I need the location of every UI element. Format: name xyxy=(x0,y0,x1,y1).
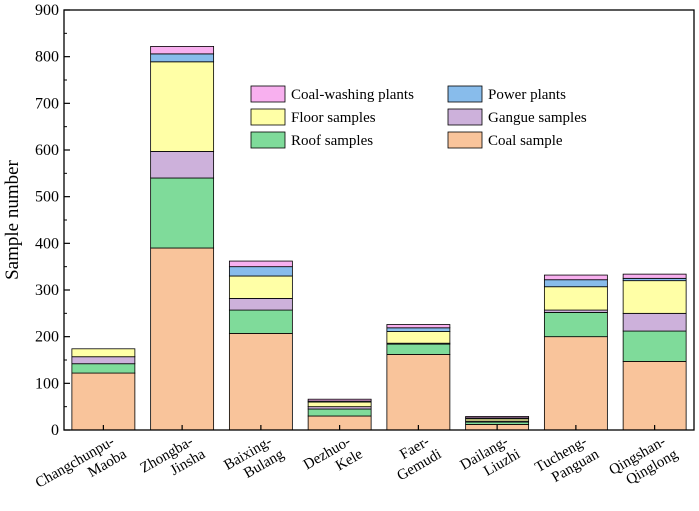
bar-segment-coal-washing-plants-1 xyxy=(150,46,215,55)
x-category-label: Dailang-Liuzhi xyxy=(458,432,523,489)
y-axis-title: Sample number xyxy=(2,159,23,279)
y-tick-label: 600 xyxy=(35,142,59,159)
legend-label: Coal sample xyxy=(488,133,563,149)
y-tick-label: 300 xyxy=(35,282,59,299)
bar-segment-coal-sample-0 xyxy=(71,372,136,431)
legend-swatch xyxy=(250,131,286,149)
legend-label: Floor samples xyxy=(291,110,376,126)
bar-segment-power-plants-4 xyxy=(386,327,451,332)
bar-segment-roof-samples-6 xyxy=(543,311,608,338)
bar-segment-coal-washing-plants-4 xyxy=(386,324,451,329)
bar-segment-coal-sample-4 xyxy=(386,353,451,431)
bar-segment-coal-washing-plants-5 xyxy=(465,416,530,419)
bar-segment-roof-samples-0 xyxy=(71,363,136,374)
legend-swatch xyxy=(250,85,286,103)
bar-segment-roof-samples-4 xyxy=(386,343,451,355)
bar-segment-coal-sample-6 xyxy=(543,336,608,431)
legend-label: Roof samples xyxy=(291,133,373,149)
legend-label: Coal-washing plants xyxy=(291,87,414,103)
x-category-label: Dezhuo-Kele xyxy=(301,431,366,488)
y-tick-label: 100 xyxy=(35,375,59,392)
y-tick-label: 800 xyxy=(35,49,59,66)
legend-swatch xyxy=(447,131,483,149)
bar-segment-floor-samples-6 xyxy=(543,286,608,311)
y-tick-label: 900 xyxy=(35,2,59,19)
bar-segment-gangue-samples-2 xyxy=(228,297,293,311)
bar-segment-roof-samples-1 xyxy=(150,177,215,249)
y-tick-label: 200 xyxy=(35,329,59,346)
y-tick-label: 0 xyxy=(51,422,59,439)
bar-segment-coal-sample-7 xyxy=(622,360,687,431)
bar-segment-gangue-samples-0 xyxy=(71,356,136,365)
legend-label: Gangue samples xyxy=(488,110,587,126)
bar-segment-coal-sample-2 xyxy=(228,332,293,431)
y-tick-label: 500 xyxy=(35,189,59,206)
bar-segment-floor-samples-1 xyxy=(150,61,215,152)
legend-swatch xyxy=(447,108,483,126)
bar-segment-coal-washing-plants-2 xyxy=(228,260,293,268)
x-category-label: Qingshan-Qinglong xyxy=(606,431,681,493)
y-tick-label: 400 xyxy=(35,235,59,252)
legend-swatch xyxy=(250,108,286,126)
bar-segment-roof-samples-7 xyxy=(622,330,687,362)
x-category-label: Faer-Gemudi xyxy=(386,432,444,485)
bar-segment-power-plants-2 xyxy=(228,266,293,277)
bar-segment-gangue-samples-7 xyxy=(622,312,687,332)
bar-segment-power-plants-6 xyxy=(543,279,608,288)
x-category-label: Changchunpu-Maoba xyxy=(33,431,130,506)
x-category-label: Baixing-Bulang xyxy=(221,431,287,488)
bar-segment-floor-samples-7 xyxy=(622,280,687,314)
bar-segment-floor-samples-2 xyxy=(228,275,293,299)
bar-segment-gangue-samples-1 xyxy=(150,150,215,179)
bar-segment-floor-samples-3 xyxy=(307,401,372,408)
bar-segment-power-plants-1 xyxy=(150,53,215,63)
bar-segment-coal-sample-1 xyxy=(150,247,215,431)
bar-segment-roof-samples-3 xyxy=(307,408,372,417)
bar-segment-coal-washing-plants-3 xyxy=(307,398,372,402)
bar-segment-floor-samples-0 xyxy=(71,348,136,358)
legend-swatch xyxy=(447,85,483,103)
legend-label: Power plants xyxy=(488,87,566,103)
x-category-label: Zhongba-Jinsha xyxy=(138,431,209,491)
bars-group xyxy=(71,46,687,431)
bar-segment-coal-washing-plants-6 xyxy=(543,274,608,281)
x-category-label: Tucheng-Panguan xyxy=(533,431,603,490)
legend: Coal-washing plants Power plants Floor sam… xyxy=(250,85,587,149)
bar-segment-coal-washing-plants-7 xyxy=(622,273,687,279)
bar-segment-floor-samples-4 xyxy=(386,331,451,344)
x-axis-category-labels: Changchunpu-Maoba Zhongba-Jinsha Baixing-B… xyxy=(33,425,681,506)
y-tick-label: 700 xyxy=(35,95,59,112)
bar-segment-roof-samples-2 xyxy=(228,309,293,334)
plot-frame xyxy=(63,9,695,431)
y-axis-ticks: 0 100 200 300 400 500 600 700 800 900 xyxy=(35,2,70,439)
